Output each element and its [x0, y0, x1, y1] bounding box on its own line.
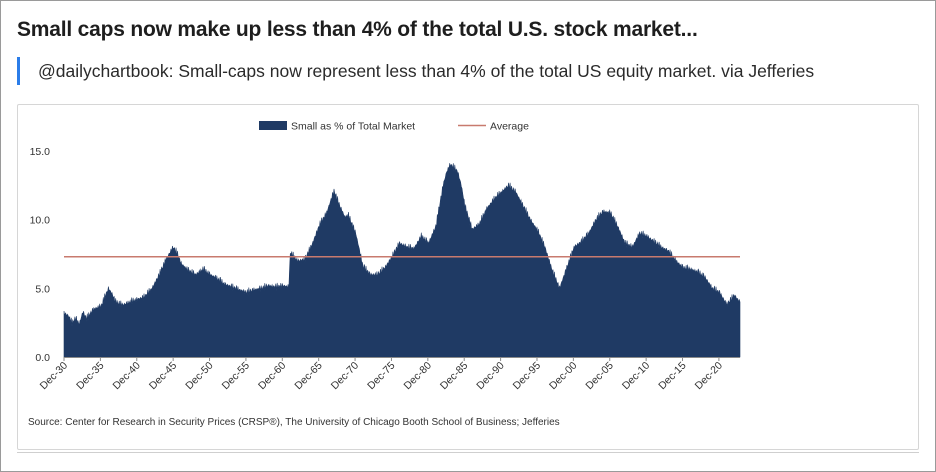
x-tick-label: Dec-55 — [220, 360, 253, 393]
x-tick-label: Dec-70 — [329, 360, 362, 393]
x-tick-label: Dec-10 — [620, 360, 653, 393]
x-tick-label: Dec-15 — [656, 360, 689, 393]
series-area-small — [63, 163, 741, 358]
y-tick-label: 5.0 — [35, 283, 50, 295]
y-tick-label: 10.0 — [30, 215, 51, 227]
y-tick-label: 15.0 — [30, 146, 51, 158]
legend-swatch-small — [259, 121, 287, 130]
plot-area — [63, 163, 741, 358]
divider — [17, 452, 919, 453]
x-tick-label: Dec-30 — [38, 360, 71, 393]
x-tick-label: Dec-00 — [547, 360, 580, 393]
x-tick-label: Dec-05 — [583, 360, 616, 393]
x-tick-label: Dec-90 — [474, 360, 507, 393]
y-tick-label: 0.0 — [35, 352, 50, 364]
x-tick-label: Dec-65 — [292, 360, 325, 393]
legend: Small as % of Total Market Average — [259, 121, 529, 133]
x-tick-label: Dec-35 — [74, 360, 107, 393]
chart-svg: Small as % of Total Market Average 0.0 5.… — [28, 121, 741, 428]
x-tick-label: Dec-95 — [511, 360, 544, 393]
x-axis: Dec-30 Dec-35 Dec-40 Dec-45 Dec-50 Dec-55 Dec-… — [38, 357, 740, 392]
x-tick-label: Dec-80 — [402, 360, 435, 393]
legend-label-small: Small as % of Total Market — [291, 121, 415, 133]
quote-block: @dailychartbook: Small-caps now represen… — [17, 57, 814, 85]
x-tick-label: Dec-45 — [147, 360, 180, 393]
x-tick-label: Dec-75 — [365, 360, 398, 393]
chart-panel: Small as % of Total Market Average 0.0 5.… — [17, 104, 919, 450]
source-note: Source: Center for Research in Security … — [28, 417, 560, 428]
x-tick-label: Dec-20 — [693, 360, 726, 393]
x-tick-label: Dec-60 — [256, 360, 289, 393]
x-tick-label: Dec-40 — [110, 360, 143, 393]
legend-label-average: Average — [490, 121, 529, 133]
page-title: Small caps now make up less than 4% of t… — [17, 18, 698, 41]
x-tick-label: Dec-85 — [438, 360, 471, 393]
y-axis: 0.0 5.0 10.0 15.0 — [30, 146, 51, 364]
x-tick-label: Dec-50 — [183, 360, 216, 393]
